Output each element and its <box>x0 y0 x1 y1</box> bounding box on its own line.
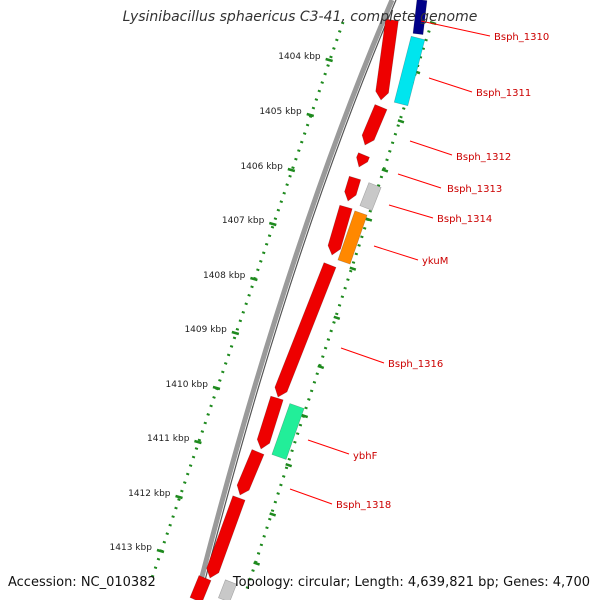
backbone-outer-line <box>193 0 395 600</box>
gene-label[interactable]: Bsph_1314 <box>437 214 492 225</box>
gene-red-arrow <box>236 449 265 496</box>
ruler-tick-label: 1413 kbp <box>110 543 153 553</box>
ruler-tick <box>325 57 333 63</box>
gene-grey-block <box>359 182 382 211</box>
inner-scale-tick <box>317 364 325 370</box>
gene-red-arrow <box>375 18 399 101</box>
ruler-tick <box>212 385 221 391</box>
gene-label-leader <box>388 204 434 219</box>
ruler-tick <box>287 167 296 173</box>
ruler-tick-label: 1408 kbp <box>203 271 246 281</box>
inner-scale-tick <box>301 413 309 419</box>
gene-red-arrow <box>189 575 212 600</box>
ruler-tick <box>250 276 258 282</box>
ruler-tick <box>231 330 240 336</box>
gene-label-leader <box>409 140 453 156</box>
ruler-tick <box>156 548 165 554</box>
inner-scale-tick <box>365 217 373 222</box>
gene-label[interactable]: Bsph_1313 <box>447 184 502 195</box>
ruler-tick <box>268 221 277 227</box>
gene-label-leader <box>428 77 473 93</box>
gene-label-leader <box>289 488 333 505</box>
gene-label[interactable]: Bsph_1310 <box>494 32 549 43</box>
inner-scale-tick <box>285 463 293 468</box>
accession-text: Accession: NC_010382 <box>8 575 156 590</box>
gene-red-arrow <box>274 262 337 398</box>
gene-label-leader <box>397 173 442 189</box>
inner-scale-tick <box>269 512 277 517</box>
gene-track <box>189 0 428 600</box>
ruler-tick-label: 1410 kbp <box>166 380 209 390</box>
inner-scale-tick <box>253 561 261 566</box>
ruler-tick-label: 1406 kbp <box>240 162 283 172</box>
gene-mint-block <box>271 403 305 460</box>
ruler-tick-label: 1409 kbp <box>184 325 227 335</box>
gene-label[interactable]: ykuM <box>422 256 448 267</box>
inner-scale-tick <box>397 119 405 124</box>
gene-red-arrow <box>327 204 353 256</box>
gene-orange-block <box>337 210 368 265</box>
gene-label[interactable]: Bsph_1318 <box>336 500 391 511</box>
inner-scale-tick <box>381 168 389 173</box>
gene-labels: Bsph_1310 Bsph_1311 Bsph_1312 Bsph_1313 Bsph… <box>289 20 549 511</box>
inner-scale-tick <box>333 315 341 321</box>
ruler-tick-label: 1412 kbp <box>128 489 171 499</box>
genome-backbone <box>193 0 397 600</box>
gene-label-leader <box>420 20 491 37</box>
gene-red-arrow <box>361 104 388 146</box>
gene-red-arrow <box>356 152 370 168</box>
gene-label[interactable]: Bsph_1316 <box>388 359 443 370</box>
ruler-tick-label: 1405 kbp <box>259 107 302 117</box>
gene-label-leader <box>307 439 350 455</box>
inner-scale-line <box>244 21 434 593</box>
gene-grey-block <box>218 579 237 600</box>
ruler-tick <box>194 439 202 445</box>
ruler: 1404 kbp 1405 kbp 1406 kbp 1407 kbp 1408 kbp… <box>110 20 437 593</box>
gene-label-leader <box>340 347 385 364</box>
gene-cyan-block <box>393 35 426 107</box>
gene-label[interactable]: Bsph_1311 <box>476 88 531 99</box>
ruler-tick <box>306 112 315 118</box>
genome-summary-text: Topology: circular; Length: 4,639,821 bp… <box>232 575 590 590</box>
gene-navy-block <box>412 0 428 35</box>
gene-label[interactable]: ybhF <box>353 451 378 462</box>
ruler-tick-label: 1411 kbp <box>147 434 190 444</box>
backbone-inner-line <box>199 0 397 600</box>
ruler-tick-label: 1404 kbp <box>278 52 321 62</box>
ruler-tick <box>175 494 183 500</box>
gene-red-arrow <box>344 175 362 202</box>
gene-red-arrow <box>256 395 284 450</box>
map-title: Lysinibacillus sphaericus C3-41, complet… <box>122 9 478 25</box>
gene-red-arrow <box>206 495 246 579</box>
ruler-tick-label: 1407 kbp <box>222 216 265 226</box>
gene-label[interactable]: Bsph_1312 <box>456 152 511 163</box>
inner-scale-tick <box>349 266 357 271</box>
gene-label-leader <box>373 245 419 261</box>
